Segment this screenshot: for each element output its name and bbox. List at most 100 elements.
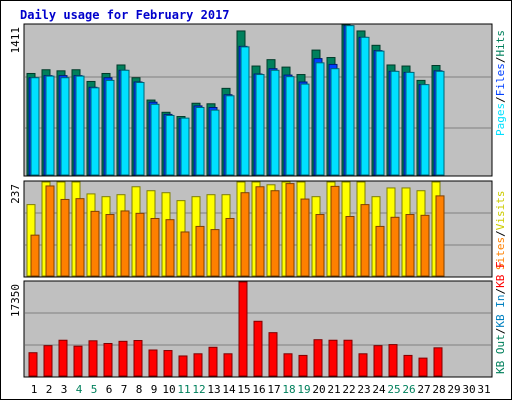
x-tick-label: 31: [477, 383, 490, 396]
x-tick-label: 21: [327, 383, 340, 396]
bar-pages: [120, 69, 130, 176]
bar-sites: [135, 212, 145, 277]
bar-pages: [255, 74, 265, 176]
x-tick-label: 5: [91, 383, 98, 396]
bar-kbf: [118, 340, 128, 377]
bar-pages: [60, 77, 70, 176]
x-tick-label: 12: [192, 383, 205, 396]
bars: [26, 24, 445, 377]
legend-separator: /: [494, 230, 507, 237]
bar-sites: [75, 198, 85, 277]
bar-kbf: [418, 357, 428, 377]
max-label: 17350: [9, 284, 22, 317]
bar-pages: [105, 79, 115, 176]
bar-kbf: [328, 339, 338, 377]
bar-kbf: [28, 352, 38, 377]
x-tick-label: 10: [162, 383, 175, 396]
bar-pages: [420, 84, 430, 176]
legend-item: Visits: [494, 191, 507, 231]
bar-sites: [150, 217, 160, 277]
bar-sites: [165, 219, 175, 277]
x-tick-label: 8: [136, 383, 143, 396]
bar-sites: [210, 229, 220, 277]
bar-pages: [195, 106, 205, 176]
legend-separator: /: [494, 288, 507, 295]
bar-kbf: [193, 353, 203, 377]
bar-kbf: [313, 339, 323, 377]
max-label: 1411: [9, 27, 22, 54]
x-tick-label: 27: [417, 383, 430, 396]
bar-sites: [345, 216, 355, 277]
x-tick-label: 7: [121, 383, 128, 396]
bar-pages: [300, 83, 310, 176]
bar-kbf: [178, 355, 188, 377]
bar-sites: [180, 231, 190, 277]
x-tick-label: 4: [76, 383, 83, 396]
bar-pages: [90, 87, 100, 176]
legend-item: KB Out: [494, 334, 507, 374]
x-tick-label: 14: [222, 383, 236, 396]
x-tick-label: 22: [342, 383, 355, 396]
bar-sites: [330, 185, 340, 277]
bar-pages: [180, 117, 190, 176]
bar-pages: [240, 46, 250, 176]
legend-separator: /: [494, 328, 507, 335]
max-labels: 1411 237 17350: [9, 27, 22, 317]
legend-separator: /: [494, 57, 507, 64]
bar-kbf: [343, 339, 353, 377]
bar-kbf: [88, 340, 98, 377]
x-tick-label: 13: [207, 383, 220, 396]
bar-pages: [45, 75, 55, 176]
chart-title: Daily usage for February 2017: [20, 8, 230, 22]
x-tick-label: 24: [372, 383, 386, 396]
bar-pages: [270, 69, 280, 176]
legend-item: Pages: [494, 103, 507, 136]
x-tick-label: 15: [237, 383, 250, 396]
x-tick-label: 6: [106, 383, 113, 396]
bar-sites: [360, 204, 370, 277]
bar-sites: [225, 217, 235, 277]
x-tick-label: 28: [432, 383, 445, 396]
x-tick-label: 18: [282, 383, 295, 396]
bar-pages: [315, 62, 325, 176]
bar-sites: [120, 210, 130, 277]
bar-sites: [420, 214, 430, 277]
bar-pages: [345, 25, 355, 176]
bar-kbf: [223, 353, 233, 377]
bar-kbf: [268, 332, 278, 377]
max-label: 237: [9, 184, 22, 204]
x-tick-label: 9: [151, 383, 158, 396]
x-tick-label: 16: [252, 383, 265, 396]
bar-kbf: [358, 353, 368, 377]
bar-pages: [75, 75, 85, 176]
x-tick-label: 30: [462, 383, 475, 396]
legend-item: KB F: [494, 261, 507, 288]
bar-pages: [285, 76, 295, 176]
legend-item: Files: [494, 63, 507, 96]
bar-pages: [165, 114, 175, 176]
legend: KB Out/KB In/KB F: [494, 261, 507, 374]
x-tick-label: 26: [402, 383, 415, 396]
bar-sites: [60, 198, 70, 277]
x-tick-label: 23: [357, 383, 370, 396]
bar-sites: [375, 225, 385, 277]
x-tick-label: 20: [312, 383, 325, 396]
bar-pages: [150, 103, 160, 176]
x-tick-label: 19: [297, 383, 310, 396]
legend-item: Hits: [494, 30, 507, 57]
bar-pages: [435, 70, 445, 176]
bar-pages: [135, 82, 145, 176]
bar-kbf: [103, 342, 113, 377]
bar-sites: [255, 186, 265, 277]
x-tick-label: 3: [61, 383, 68, 396]
bar-pages: [330, 68, 340, 176]
bar-sites: [90, 210, 100, 277]
bar-sites: [435, 195, 445, 277]
bar-kbf: [73, 345, 83, 377]
bar-kbf: [253, 320, 263, 377]
x-tick-label: 2: [46, 383, 53, 396]
bar-pages: [360, 36, 370, 176]
bar-sites: [405, 214, 415, 277]
bar-kbf: [163, 350, 173, 377]
bar-pages: [210, 109, 220, 176]
